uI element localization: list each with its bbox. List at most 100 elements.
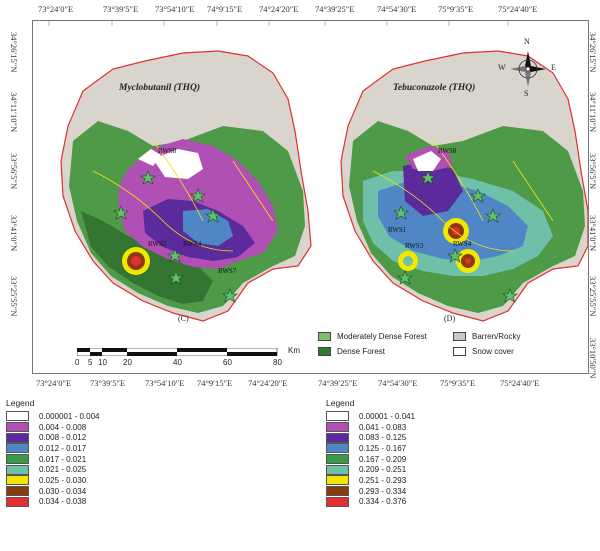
station-markers — [113, 170, 238, 303]
station-markers — [393, 170, 518, 303]
landcover-label: Snow cover — [472, 347, 514, 356]
thq-zone-white — [413, 151, 441, 171]
legend-row: 0.00001 - 0.041 — [326, 411, 415, 422]
landcover-item: Snow cover — [453, 347, 514, 356]
scale-unit: Km — [288, 346, 300, 355]
legend-row: 0.209 - 0.251 — [326, 464, 415, 475]
legend-row: 0.021 - 0.025 — [6, 464, 100, 475]
lon-label-bottom: 74°39′25″E — [318, 378, 358, 388]
thq-zone-white-north — [138, 149, 161, 166]
legend-label: 0.008 - 0.012 — [39, 433, 87, 443]
legend-label: 0.034 - 0.038 — [39, 497, 87, 507]
scale-tick-label: 5 — [88, 358, 93, 367]
lon-label-bottom: 73°54′10″E — [145, 378, 185, 388]
lat-label-right: 33°41′0″N — [588, 215, 598, 252]
station-star — [470, 188, 486, 203]
station-label-rws1: RWS1 — [388, 226, 407, 234]
legend-row: 0.000001 - 0.004 — [6, 411, 100, 422]
legend-label: 0.030 - 0.034 — [39, 486, 87, 496]
thq-zone-blue — [183, 209, 233, 246]
hotspot-inner — [452, 227, 460, 235]
legend-label: 0.017 - 0.021 — [39, 454, 87, 464]
legend-swatch — [6, 422, 29, 433]
map-canvas: RWS8 RWS3 RWS4 RWS7 — [48, 21, 588, 322]
lon-label-bottom: 74°54′30″E — [378, 378, 418, 388]
station-label-rws3: RWS3 — [405, 242, 424, 250]
legend-label: 0.00001 - 0.041 — [359, 411, 416, 421]
legend-swatch — [326, 432, 349, 443]
station-star — [168, 270, 184, 285]
legend-swatch — [6, 475, 29, 486]
left-map: RWS8 RWS3 RWS4 RWS7 — [60, 50, 312, 322]
lat-label-right: 33°56′5″N — [588, 153, 598, 190]
thq-zone-violet — [403, 161, 463, 216]
legend-swatch — [326, 486, 349, 497]
scale-tick-label: 80 — [273, 358, 282, 367]
district-boundaries — [340, 50, 588, 322]
lon-label-bottom: 74°24′20″E — [248, 378, 288, 388]
station-star — [113, 205, 129, 220]
legend-label: 0.025 - 0.030 — [39, 475, 87, 485]
map-frame: RWS8 RWS3 RWS4 RWS7 — [32, 20, 589, 374]
station-star — [167, 248, 183, 263]
station-star — [397, 270, 413, 285]
station-star — [420, 170, 436, 185]
lon-label-top: 73°54′10″E — [155, 4, 195, 14]
legend-row: 0.334 - 0.376 — [326, 496, 415, 508]
thq-zone-white — [153, 149, 203, 179]
lon-label-top: 74°54′30″E — [377, 4, 417, 14]
scale-tick-label: 60 — [223, 358, 232, 367]
landcover-label: Barren/Rocky — [472, 332, 521, 341]
legend-swatch — [6, 496, 29, 507]
compass-east: E — [551, 63, 556, 72]
stream-lines — [372, 140, 554, 252]
legend-swatch — [326, 454, 349, 465]
legend-label: 0.000001 - 0.004 — [39, 411, 100, 421]
scale-bar-graphic — [77, 348, 278, 356]
legend-row: 0.125 - 0.167 — [326, 443, 415, 454]
station-star — [190, 188, 206, 203]
legend-label: 0.083 - 0.125 — [359, 433, 407, 443]
legend-label: 0.012 - 0.017 — [39, 443, 87, 453]
legend-row: 0.034 - 0.038 — [6, 496, 100, 508]
legend-label: 0.021 - 0.025 — [39, 465, 87, 475]
compass-north: N — [524, 37, 530, 46]
station-star — [502, 288, 518, 303]
lon-label-bottom: 74°9′15″E — [197, 378, 233, 388]
station-label-rws7: RWS7 — [218, 267, 237, 275]
legend-row: 0.293 - 0.334 — [326, 486, 415, 497]
legend-swatch — [326, 496, 349, 507]
legend-swatch — [326, 464, 349, 475]
lon-label-top: 73°39′5″E — [103, 4, 139, 14]
legend-row: 0.083 - 0.125 — [326, 432, 415, 443]
legend-label: 0.167 - 0.209 — [359, 454, 407, 464]
district-boundaries — [60, 50, 312, 322]
panel-title-left: Myclobutanil (THQ) — [119, 83, 201, 93]
lat-label-right: 34°26′15″N — [588, 32, 598, 73]
station-star — [485, 208, 501, 223]
station-label-rws3: RWS3 — [148, 240, 167, 248]
lon-label-top: 74°39′25″E — [315, 4, 355, 14]
hotspot-mid — [403, 256, 413, 266]
legend-row: 0.004 - 0.008 — [6, 422, 100, 433]
lon-label-bottom: 75°24′40″E — [500, 378, 540, 388]
lon-label-bottom: 75°9′35″E — [440, 378, 476, 388]
scale-tick-label: 40 — [173, 358, 182, 367]
scale-tick-label: 20 — [123, 358, 132, 367]
scale-bar: 0 5 10 20 40 60 80 Km — [73, 346, 323, 372]
lat-label-left: 34°11′10″N — [9, 92, 19, 133]
compass-west: W — [498, 63, 506, 72]
legend-row: 0.012 - 0.017 — [6, 443, 100, 454]
station-star — [393, 205, 409, 220]
station-label-rws8: RWS8 — [438, 147, 457, 155]
legend-swatch — [326, 443, 349, 454]
legend-swatch — [6, 432, 29, 443]
lat-label-left: 33°41′0″N — [9, 215, 19, 252]
lon-label-bottom: 73°39′5″E — [90, 378, 126, 388]
station-star — [447, 248, 463, 263]
legend-row: 0.167 - 0.209 — [326, 454, 415, 465]
lon-label-top: 75°24′40″E — [498, 4, 538, 14]
legend-title: Legend — [326, 398, 355, 408]
lon-label-top: 73°24′0″E — [38, 4, 74, 14]
legend-title: Legend — [6, 398, 35, 408]
